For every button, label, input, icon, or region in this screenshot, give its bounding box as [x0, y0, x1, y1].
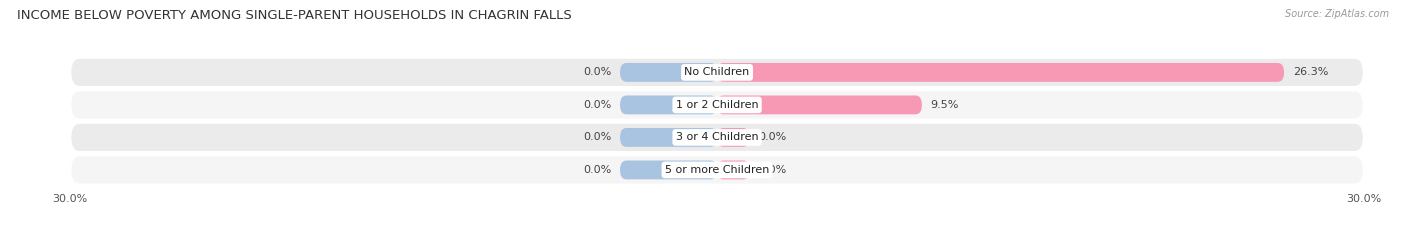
FancyBboxPatch shape: [70, 90, 1364, 120]
FancyBboxPatch shape: [717, 96, 922, 114]
Text: 0.0%: 0.0%: [583, 132, 612, 142]
Text: No Children: No Children: [685, 67, 749, 77]
Text: INCOME BELOW POVERTY AMONG SINGLE-PARENT HOUSEHOLDS IN CHAGRIN FALLS: INCOME BELOW POVERTY AMONG SINGLE-PARENT…: [17, 9, 572, 22]
FancyBboxPatch shape: [620, 161, 717, 179]
Text: 1 or 2 Children: 1 or 2 Children: [676, 100, 758, 110]
Text: 9.5%: 9.5%: [931, 100, 959, 110]
FancyBboxPatch shape: [717, 128, 749, 147]
Text: 0.0%: 0.0%: [583, 100, 612, 110]
FancyBboxPatch shape: [70, 58, 1364, 87]
FancyBboxPatch shape: [70, 155, 1364, 185]
FancyBboxPatch shape: [70, 123, 1364, 152]
FancyBboxPatch shape: [717, 161, 749, 179]
FancyBboxPatch shape: [717, 63, 1284, 82]
Text: 26.3%: 26.3%: [1292, 67, 1329, 77]
Text: 3 or 4 Children: 3 or 4 Children: [676, 132, 758, 142]
Text: 0.0%: 0.0%: [758, 132, 786, 142]
Text: Source: ZipAtlas.com: Source: ZipAtlas.com: [1285, 9, 1389, 19]
FancyBboxPatch shape: [620, 63, 717, 82]
Text: 0.0%: 0.0%: [583, 165, 612, 175]
FancyBboxPatch shape: [620, 96, 717, 114]
Text: 0.0%: 0.0%: [583, 67, 612, 77]
Text: 5 or more Children: 5 or more Children: [665, 165, 769, 175]
FancyBboxPatch shape: [620, 128, 717, 147]
Text: 0.0%: 0.0%: [758, 165, 786, 175]
